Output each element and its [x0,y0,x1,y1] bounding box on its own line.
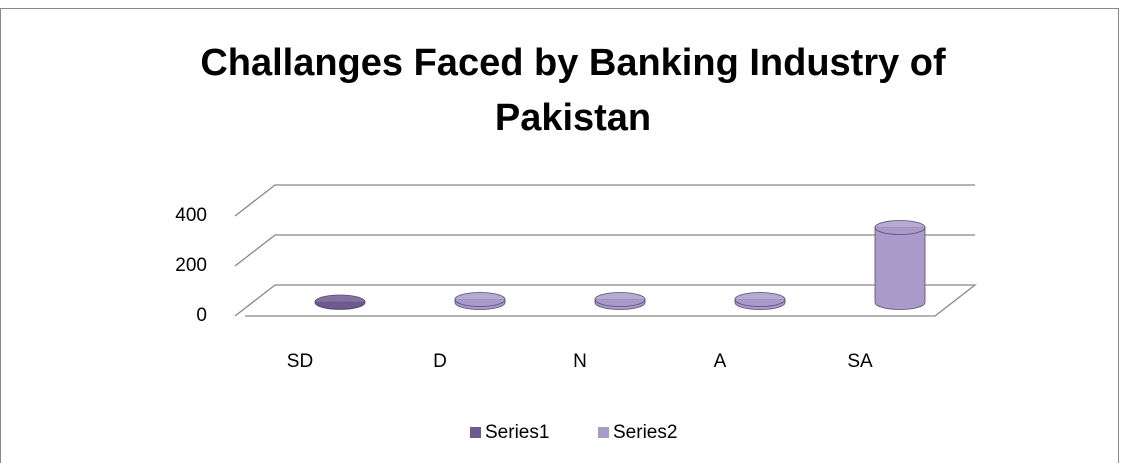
legend-swatch [470,427,481,438]
cylinder-top [314,294,366,310]
grid-line [234,234,975,267]
floor [234,284,977,317]
x-tick-label: N [573,351,587,372]
x-tick-label: D [433,351,447,372]
x-tick-label: SD [287,351,313,372]
chart-title: Pakistan [495,97,651,139]
legend-label: Series1 [485,422,549,443]
chart-title: Challanges Faced by Banking Industry of [200,42,946,84]
legend-swatch [598,427,609,438]
y-tick-label: 400 [175,205,207,226]
cylinder-top [594,292,646,307]
y-tick-label: 0 [196,305,207,326]
chart-frame [0,8,1119,463]
grid-line [234,184,975,217]
x-tick-label: SA [847,351,873,372]
legend-label: Series2 [613,422,677,443]
cylinder-top [454,292,506,307]
y-tick-label: 200 [175,255,207,276]
cylinder-body [874,227,926,310]
cylinder-top [874,220,926,235]
x-tick-label: A [714,351,727,372]
cylinder-top [734,292,786,307]
